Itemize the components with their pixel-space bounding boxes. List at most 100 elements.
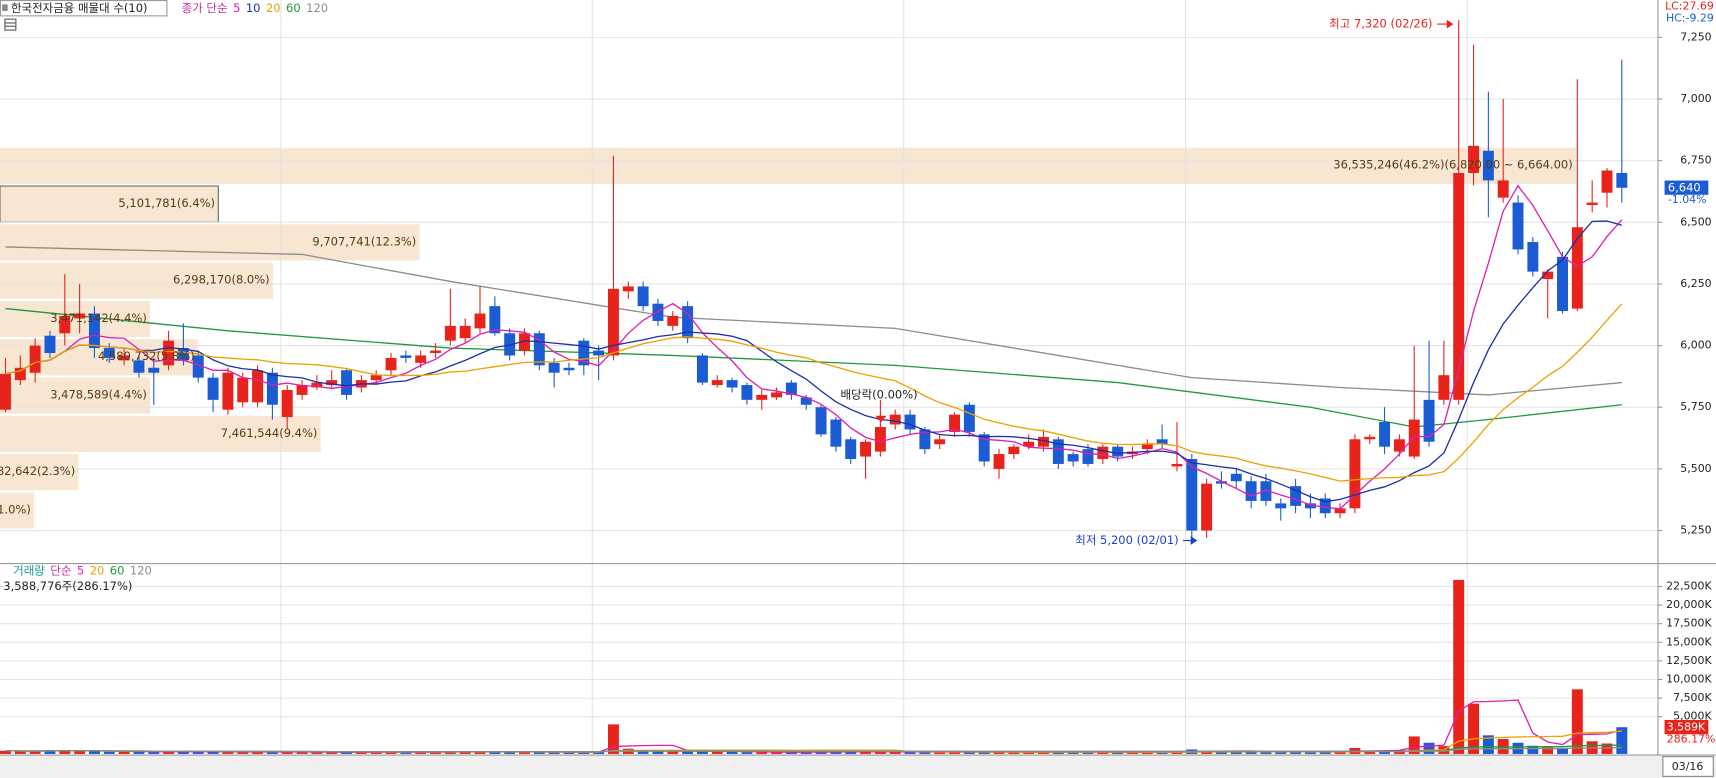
candle-body [1260,481,1272,501]
candle-body [163,340,175,366]
candle-body [1571,227,1583,309]
y-tick-label: 15,000K [1666,635,1712,648]
legend-entry: 60 [286,1,301,15]
volume-bar [904,752,916,754]
legend-entry: 60 [110,564,125,578]
y-tick-label: 10,000K [1666,673,1712,686]
candle-body [993,454,1005,469]
legend-entry: 20 [90,564,105,578]
volume-bar [1023,752,1035,754]
legend-entry: 종가 단순 [182,1,228,15]
candle-body [1230,473,1242,482]
candle-body [281,389,293,418]
volume-bar [667,751,679,754]
volume-bar [385,751,397,754]
volume-profile-bar [0,147,1576,184]
y-tick-label: 12,500K [1666,654,1712,667]
volume-bar [489,751,501,754]
volume-bar [593,751,605,754]
candle-body [845,439,857,460]
legend-entry: 거래량 [13,564,45,578]
last-price: 6,640 [1668,181,1701,195]
last-change: -1.04% [1668,193,1707,206]
volume-bar [756,752,768,754]
title-icon [2,4,8,11]
volume-bar [919,751,931,754]
volume-bar [1067,752,1079,754]
candle-body [29,345,41,373]
volume-bar [266,751,278,754]
lc-label: LC:27.69 [1665,0,1714,13]
volume-bar [1097,752,1109,754]
candle-body [370,375,382,381]
calendar-icon[interactable] [4,18,17,31]
candle-body [726,380,738,388]
candle-body [326,380,338,386]
volume-profile-bar [0,492,35,529]
volume-bar [59,750,71,754]
volume-bar [281,751,293,754]
candle-body [652,303,664,321]
candle-body [1186,459,1198,531]
volume-bar [400,752,412,754]
y-tick-label: 5,000K [1673,710,1712,723]
volume-bar [133,751,145,754]
candle-body [1601,170,1613,193]
volume-profile-label: 3,471,142(4.4%) [50,311,147,325]
legend-entry: 5 [77,564,84,578]
volume-bar [860,752,872,754]
volume-bar [1601,743,1613,754]
volume-bar [1038,752,1049,754]
annotation-arrowhead [1190,536,1198,545]
candle-body [1423,399,1435,442]
candle-body [1112,446,1124,457]
legend-entry: 10 [246,1,261,15]
candle-body [934,439,946,445]
volume-bar [1364,750,1376,754]
volume-bar [1542,747,1554,754]
volume-bar [252,751,264,754]
last-date-box [1662,756,1714,777]
volume-profile-bar [0,300,151,338]
candle-body [1497,180,1509,198]
volume-bar [845,751,857,754]
moving-average-line [5,220,1623,503]
volume-bar [1052,751,1064,754]
volume-bar [1468,703,1480,754]
volume-bar [548,752,560,754]
volume-bar [1482,735,1494,754]
volume-bar [771,752,783,754]
candle-body [0,373,11,410]
volume-bar [192,751,204,754]
candle-body [74,313,86,319]
volume-bar [0,750,11,754]
volume-bar [415,752,427,754]
last-volume-change: 286.17% [1667,733,1716,746]
candle-body [563,367,575,371]
candle-body [1586,202,1598,206]
volume-bar [370,752,382,754]
y-tick-label: 5,750 [1680,400,1711,413]
legend-entry: 20 [266,1,281,15]
candle-body [1438,375,1450,400]
candle-body [682,306,694,339]
volume-bar [726,751,738,754]
volume-bar [1290,751,1302,754]
volume-bar [148,751,160,754]
candle-body [266,372,278,405]
volume-bar [355,752,367,754]
volume-bar [711,751,723,754]
high-annotation: 최고 7,320 (02/26) [1329,17,1432,31]
candle-body [44,335,56,353]
volume-bar [533,751,545,754]
y-tick-label: 7,000 [1680,92,1711,105]
last-price-box [1664,180,1709,195]
volume-bar [741,752,753,754]
volume-bar [1379,750,1391,754]
title-box [0,0,168,17]
volume-profile-bar [0,224,420,261]
candle-body [860,441,872,457]
candle-body [1052,439,1064,464]
moving-average-line [5,184,1623,510]
